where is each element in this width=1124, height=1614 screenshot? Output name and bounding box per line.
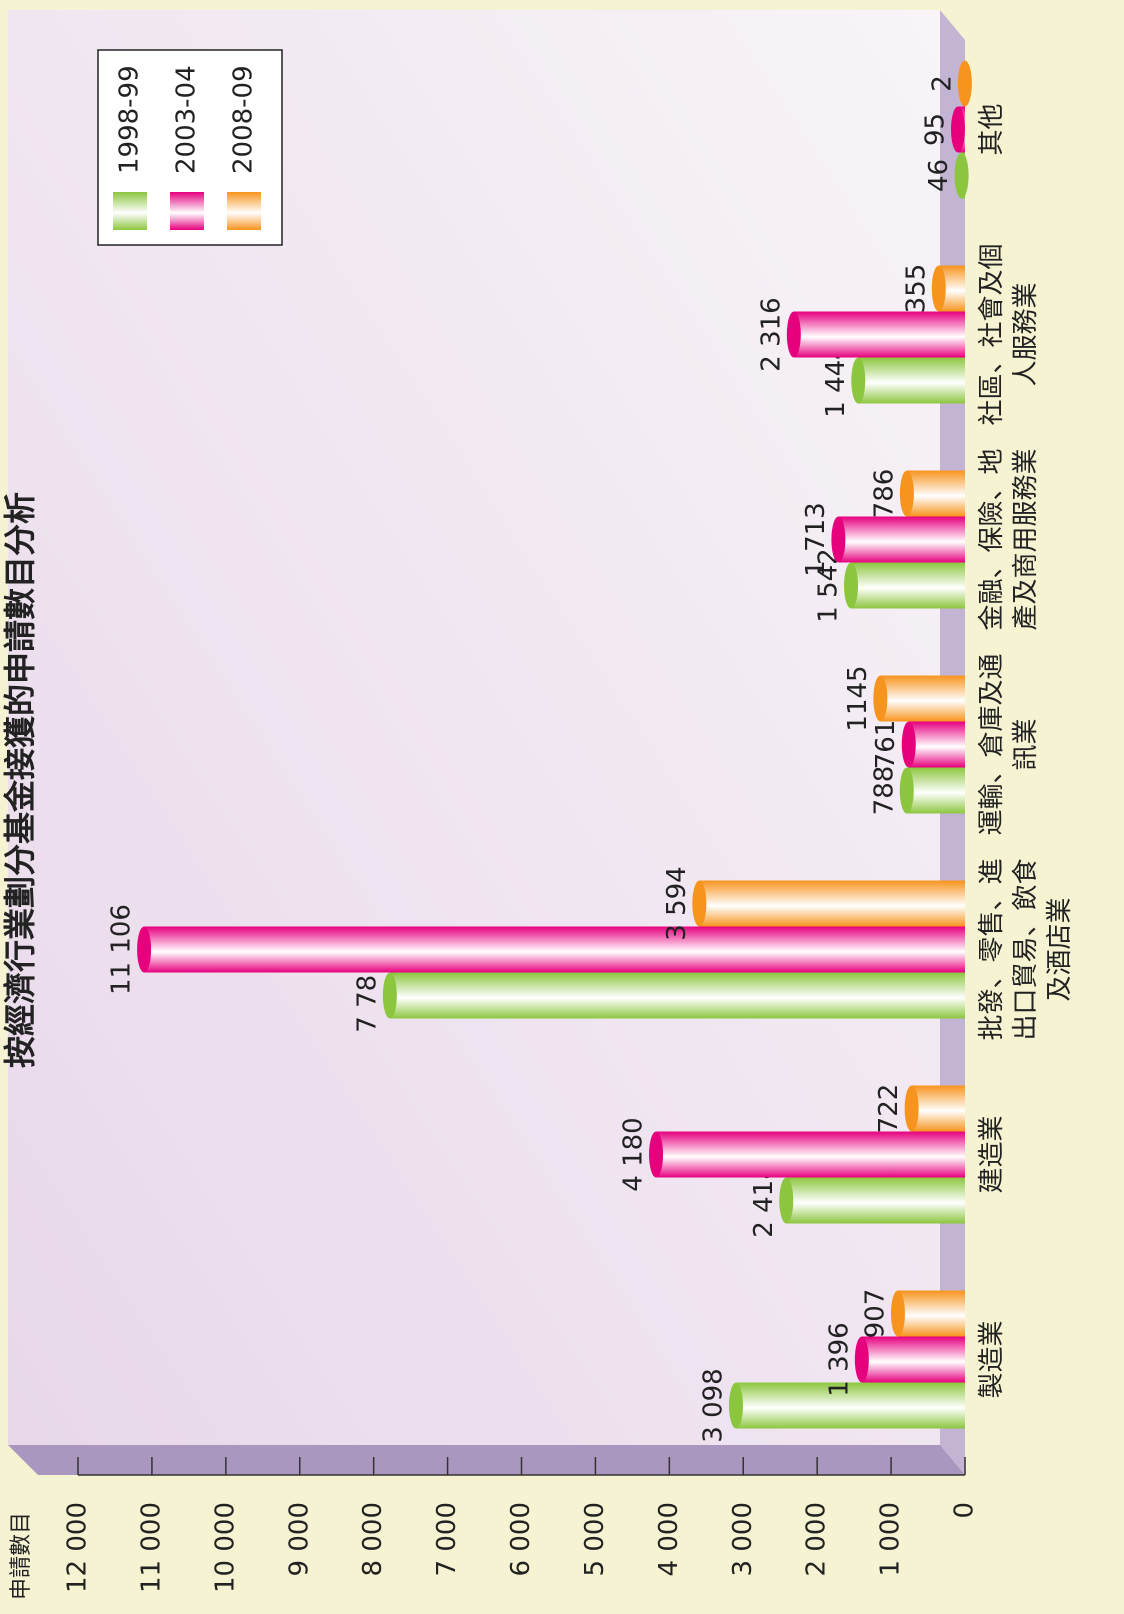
value-label: 1145 (843, 665, 873, 731)
value-label: 3 594 (662, 866, 692, 940)
x-tick-label: 其他 (977, 103, 1007, 156)
bar (906, 767, 965, 814)
y-tick-label: 6 000 (506, 1502, 536, 1576)
bar (851, 562, 966, 609)
legend-swatch (170, 192, 204, 230)
bar-cap (137, 926, 152, 973)
bar-cap (904, 1085, 919, 1132)
value-label: 2 316 (756, 297, 786, 371)
x-tick-label: 金融、保險、地產及商用服務業 (977, 448, 1041, 631)
legend-label: 2008-09 (229, 65, 259, 174)
y-tick-label: 0 (950, 1502, 980, 1519)
bar-cap (382, 972, 397, 1019)
y-tick-label: 10 000 (210, 1502, 240, 1593)
rotated-frame: 按經濟行業劃分基金接獲的申請數目分析 申請數目 0 1 000 2 000 3 000… (1, 10, 1075, 1600)
bar (858, 357, 966, 404)
bar-cap (831, 516, 846, 563)
bar-cap (692, 880, 707, 927)
y-tick-label: 4 000 (654, 1502, 684, 1576)
bar (906, 470, 965, 517)
bar (389, 972, 965, 1019)
bar (144, 926, 966, 973)
value-label: 95 (920, 113, 950, 146)
chart-title: 按經濟行業劃分基金接獲的申請數目分析 (1, 492, 39, 1068)
bar-cap (844, 562, 859, 609)
value-label: 2 (927, 75, 957, 92)
value-label: 46 (924, 159, 954, 192)
bar (656, 1131, 965, 1178)
legend-label: 1998-99 (115, 65, 145, 174)
x-tick-label-box: 其他 (977, 103, 1007, 156)
x-tick-label-box: 社區、社會及個人服務業 (977, 243, 1041, 426)
bar (861, 1336, 965, 1383)
bar-cap (950, 106, 965, 153)
x-tick-label-box: 建造業 (977, 1115, 1007, 1194)
bar-cap (786, 311, 801, 358)
value-label: 355 (901, 264, 931, 314)
x-tick-label: 建造業 (977, 1115, 1007, 1194)
value-label: 761 (871, 720, 901, 770)
bar (908, 721, 965, 768)
x-tick-label-box: 運輸、倉庫及通訊業 (977, 653, 1041, 836)
value-label: 1 713 (801, 502, 831, 576)
bar (938, 265, 965, 312)
y-tick-label: 2 000 (802, 1502, 832, 1576)
bar (793, 311, 966, 358)
bar-cap (854, 1336, 869, 1383)
bar-cap (954, 152, 969, 199)
bar (911, 1085, 965, 1132)
value-label: 788 (869, 766, 899, 816)
bar-cap (779, 1177, 794, 1224)
legend-label: 2003-04 (172, 65, 202, 174)
y-tick-label: 3 000 (728, 1502, 758, 1576)
value-label: 722 (874, 1084, 904, 1134)
bar (838, 516, 965, 563)
x-tick-label: 社區、社會及個人服務業 (977, 243, 1041, 426)
x-tick-label-box: 批發、零售、進出口貿易、飲食及酒店業 (977, 858, 1075, 1041)
bar-cap (957, 60, 972, 107)
bar-cap (901, 721, 916, 768)
value-label: 3 098 (699, 1368, 729, 1442)
bar-cap (729, 1382, 744, 1429)
side-wall (8, 1445, 965, 1475)
x-tick-label-box: 製造業 (977, 1320, 1007, 1399)
y-tick-label: 12 000 (63, 1502, 93, 1593)
bar-cap (649, 1131, 664, 1178)
value-label: 11 106 (107, 904, 137, 995)
y-tick-label: 1 000 (876, 1502, 906, 1576)
legend-swatch (227, 192, 261, 230)
bar (699, 880, 965, 927)
value-label: 4 180 (619, 1117, 649, 1191)
bar (897, 1290, 965, 1337)
bar-cap (890, 1290, 905, 1337)
bar-cap (931, 265, 946, 312)
value-label: 1 396 (824, 1322, 854, 1396)
bar (786, 1177, 965, 1224)
bar-cap (899, 767, 914, 814)
legend-swatch (113, 192, 147, 230)
x-tick-label-box: 金融、保險、地產及商用服務業 (977, 448, 1041, 631)
value-label: 907 (860, 1289, 890, 1339)
bar-cap (851, 357, 866, 404)
bar-cap (873, 675, 888, 722)
y-tick-label: 11 000 (136, 1502, 166, 1593)
y-axis-label: 申請數目 (9, 1512, 34, 1600)
x-tick-label: 批發、零售、進出口貿易、飲食及酒店業 (977, 858, 1075, 1041)
value-label: 786 (869, 469, 899, 519)
y-tick-label: 8 000 (358, 1502, 388, 1576)
x-tick-label: 製造業 (977, 1320, 1007, 1399)
y-tick-label: 7 000 (432, 1502, 462, 1576)
plot-background (8, 10, 940, 1445)
bar (736, 1382, 965, 1429)
bar (880, 675, 965, 722)
y-tick-label: 9 000 (284, 1502, 314, 1576)
bar-cap (899, 470, 914, 517)
x-tick-label: 運輸、倉庫及通訊業 (977, 653, 1041, 836)
y-tick-label: 5 000 (580, 1502, 610, 1576)
